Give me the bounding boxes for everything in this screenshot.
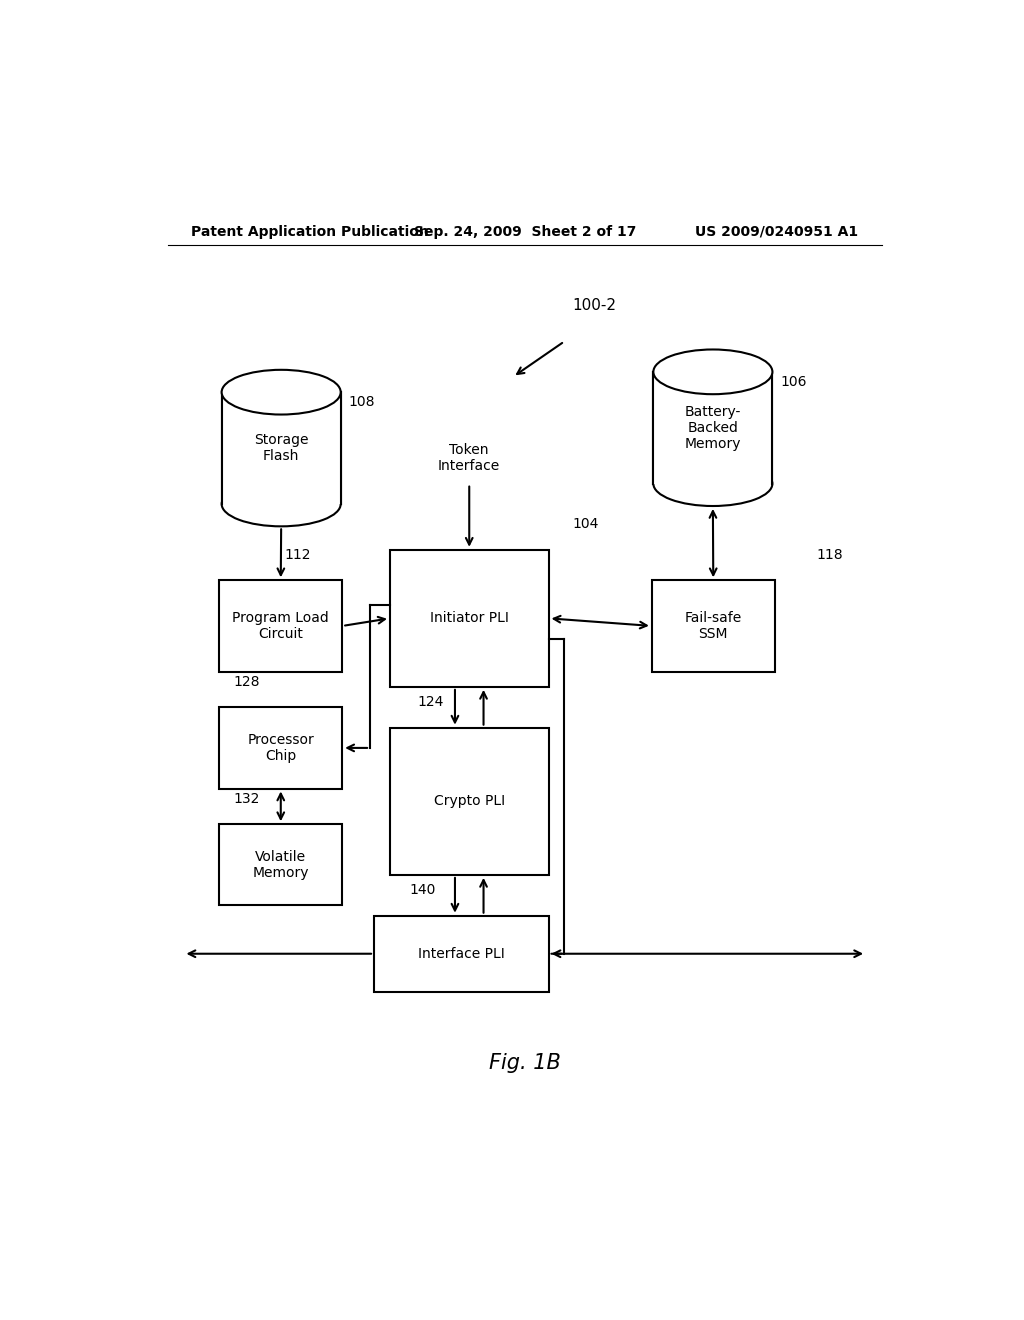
Text: 132: 132 — [233, 792, 259, 805]
Text: 118: 118 — [816, 548, 843, 562]
Ellipse shape — [653, 350, 772, 395]
Bar — [374, 916, 549, 991]
Text: Program Load
Circuit: Program Load Circuit — [232, 611, 329, 642]
Bar — [390, 549, 549, 686]
Text: Token
Interface: Token Interface — [438, 444, 501, 474]
Bar — [653, 372, 772, 483]
Text: 106: 106 — [780, 375, 807, 389]
Bar — [221, 392, 341, 504]
Bar — [652, 581, 775, 672]
Text: Fig. 1B: Fig. 1B — [488, 1053, 561, 1073]
Bar — [221, 392, 341, 504]
Text: Patent Application Publication: Patent Application Publication — [191, 224, 429, 239]
Bar — [390, 727, 549, 875]
Text: Initiator PLI: Initiator PLI — [430, 611, 509, 626]
Text: 124: 124 — [418, 696, 444, 709]
Bar — [219, 581, 342, 672]
Text: 100-2: 100-2 — [572, 298, 616, 313]
Bar — [219, 708, 342, 788]
Bar — [653, 372, 772, 483]
Text: Battery-
Backed
Memory: Battery- Backed Memory — [685, 404, 741, 451]
Text: 104: 104 — [572, 517, 599, 532]
Text: Storage
Flash: Storage Flash — [254, 433, 308, 463]
Text: 108: 108 — [348, 395, 375, 409]
Text: Fail-safe
SSM: Fail-safe SSM — [685, 611, 742, 642]
Text: Processor
Chip: Processor Chip — [248, 733, 314, 763]
Ellipse shape — [653, 461, 772, 506]
Text: Volatile
Memory: Volatile Memory — [253, 850, 309, 880]
Text: US 2009/0240951 A1: US 2009/0240951 A1 — [695, 224, 858, 239]
Bar — [219, 824, 342, 906]
Text: 128: 128 — [233, 675, 260, 689]
Ellipse shape — [221, 370, 341, 414]
Text: 112: 112 — [285, 548, 311, 562]
Text: Interface PLI: Interface PLI — [418, 946, 505, 961]
Text: 140: 140 — [410, 883, 436, 898]
Text: Sep. 24, 2009  Sheet 2 of 17: Sep. 24, 2009 Sheet 2 of 17 — [414, 224, 636, 239]
Text: Crypto PLI: Crypto PLI — [434, 795, 505, 808]
Ellipse shape — [221, 482, 341, 527]
